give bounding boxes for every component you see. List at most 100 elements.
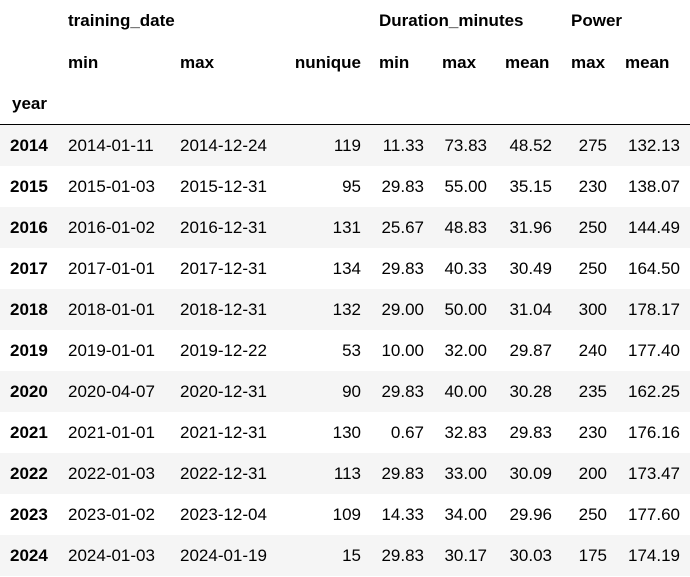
- cell-power-mean: 132.13: [628, 136, 680, 155]
- cell-date-min: 2017-01-01: [68, 259, 155, 278]
- header-training-date: training_date: [68, 11, 175, 30]
- table-row: 2024 2024-01-03 2024-01-19 15 29.83 30.17 30.0…: [0, 535, 690, 576]
- cell-year: 2017: [10, 259, 48, 278]
- cell-power-mean: 174.19: [628, 546, 680, 565]
- cell-duration-max: 32.83: [444, 423, 487, 442]
- cell-duration-max: 40.33: [444, 259, 487, 278]
- cell-duration-max: 32.00: [444, 341, 487, 360]
- cell-duration-mean: 29.83: [509, 423, 552, 442]
- cell-duration-max: 48.83: [444, 218, 487, 237]
- table-row: 2017 2017-01-01 2017-12-31 134 29.83 40.33 30.…: [0, 248, 690, 289]
- cell-power-mean: 144.49: [628, 218, 680, 237]
- cell-year: 2016: [10, 218, 48, 237]
- table-row: 2018 2018-01-01 2018-12-31 132 29.00 50.00 31.…: [0, 289, 690, 330]
- cell-power-max: 200: [578, 464, 607, 483]
- cell-date-max: 2018-12-31: [180, 300, 267, 319]
- header-row-stats: min max nunique min max mean max mean: [0, 42, 690, 83]
- index-name-year: year: [12, 94, 47, 113]
- cell-duration-min: 29.83: [381, 546, 424, 565]
- cell-date-min: 2016-01-02: [68, 218, 155, 237]
- cell-duration-min: 29.83: [381, 177, 424, 196]
- cell-date-max: 2015-12-31: [180, 177, 267, 196]
- cell-date-max: 2016-12-31: [180, 218, 267, 237]
- cell-power-max: 250: [578, 259, 607, 278]
- cell-nunique: 53: [342, 341, 361, 360]
- cell-duration-mean: 30.49: [509, 259, 552, 278]
- cell-power-max: 250: [578, 218, 607, 237]
- cell-nunique: 131: [332, 218, 361, 237]
- cell-power-mean: 162.25: [628, 382, 680, 401]
- cell-nunique: 95: [342, 177, 361, 196]
- cell-duration-min: 29.83: [381, 464, 424, 483]
- cell-duration-max: 33.00: [444, 464, 487, 483]
- cell-date-max: 2020-12-31: [180, 382, 267, 401]
- cell-nunique: 134: [332, 259, 361, 278]
- cell-power-mean: 177.60: [628, 505, 680, 524]
- cell-power-max: 230: [578, 423, 607, 442]
- cell-date-max: 2019-12-22: [180, 341, 267, 360]
- cell-date-max: 2014-12-24: [180, 136, 267, 155]
- table-row: 2015 2015-01-03 2015-12-31 95 29.83 55.00 35.1…: [0, 166, 690, 207]
- cell-nunique: 113: [333, 464, 361, 483]
- cell-duration-mean: 29.96: [509, 505, 552, 524]
- cell-date-max: 2022-12-31: [180, 464, 267, 483]
- cell-duration-min: 29.83: [381, 259, 424, 278]
- cell-year: 2020: [10, 382, 48, 401]
- table-row: 2023 2023-01-02 2023-12-04 109 14.33 34.00 29.…: [0, 494, 690, 535]
- cell-duration-max: 55.00: [444, 177, 487, 196]
- cell-nunique: 90: [342, 382, 361, 401]
- cell-duration-mean: 29.87: [509, 341, 552, 360]
- table-row: 2022 2022-01-03 2022-12-31 113 29.83 33.00 30.…: [0, 453, 690, 494]
- cell-power-max: 300: [578, 300, 607, 319]
- cell-duration-min: 0.67: [390, 423, 424, 442]
- cell-year: 2018: [10, 300, 48, 319]
- cell-nunique: 119: [333, 136, 361, 155]
- cell-date-min: 2024-01-03: [68, 546, 155, 565]
- cell-power-max: 230: [578, 177, 607, 196]
- table-row: 2021 2021-01-01 2021-12-31 130 0.67 32.83 29.8…: [0, 412, 690, 453]
- header-date-nunique: nunique: [294, 53, 361, 72]
- cell-date-min: 2023-01-02: [68, 505, 155, 524]
- cell-date-max: 2023-12-04: [180, 505, 267, 524]
- cell-duration-mean: 35.15: [509, 177, 552, 196]
- cell-date-min: 2019-01-01: [68, 341, 155, 360]
- header-row-top: training_date Duration_minutes Power: [0, 0, 690, 41]
- cell-duration-mean: 30.03: [509, 546, 552, 565]
- cell-power-mean: 178.17: [628, 300, 680, 319]
- cell-power-max: 250: [578, 505, 607, 524]
- cell-year: 2015: [10, 177, 48, 196]
- cell-date-max: 2017-12-31: [180, 259, 267, 278]
- table-row: 2019 2019-01-01 2019-12-22 53 10.00 32.00 29.8…: [0, 330, 690, 371]
- cell-year: 2023: [10, 505, 48, 524]
- cell-duration-mean: 30.09: [509, 464, 552, 483]
- cell-year: 2019: [10, 341, 48, 360]
- header-power: Power: [571, 11, 623, 30]
- cell-duration-mean: 30.28: [509, 382, 552, 401]
- cell-duration-max: 73.83: [444, 136, 487, 155]
- cell-nunique: 15: [342, 546, 361, 565]
- cell-power-max: 175: [578, 546, 607, 565]
- cell-duration-min: 11.33: [382, 136, 424, 155]
- cell-date-min: 2022-01-03: [68, 464, 155, 483]
- cell-power-mean: 138.07: [628, 177, 680, 196]
- cell-power-mean: 176.16: [628, 423, 680, 442]
- header-power-mean: mean: [625, 53, 670, 72]
- cell-duration-min: 29.83: [381, 382, 424, 401]
- table-row: 2020 2020-04-07 2020-12-31 90 29.83 40.00 30.2…: [0, 371, 690, 412]
- header-duration-minutes: Duration_minutes: [379, 11, 524, 30]
- cell-power-mean: 173.47: [628, 464, 680, 483]
- header-duration-mean: mean: [505, 53, 550, 72]
- cell-duration-mean: 31.96: [509, 218, 552, 237]
- cell-date-min: 2020-04-07: [68, 382, 155, 401]
- cell-duration-max: 40.00: [444, 382, 487, 401]
- cell-year: 2022: [10, 464, 48, 483]
- header-duration-min: min: [379, 53, 410, 72]
- cell-nunique: 109: [332, 505, 361, 524]
- cell-date-min: 2021-01-01: [68, 423, 155, 442]
- cell-duration-min: 10.00: [381, 341, 424, 360]
- table-row: 2014 2014-01-11 2014-12-24 119 11.33 73.83 48.…: [0, 125, 690, 166]
- cell-date-max: 2024-01-19: [180, 546, 267, 565]
- cell-duration-mean: 48.52: [509, 136, 552, 155]
- header-row-index: year: [0, 83, 690, 124]
